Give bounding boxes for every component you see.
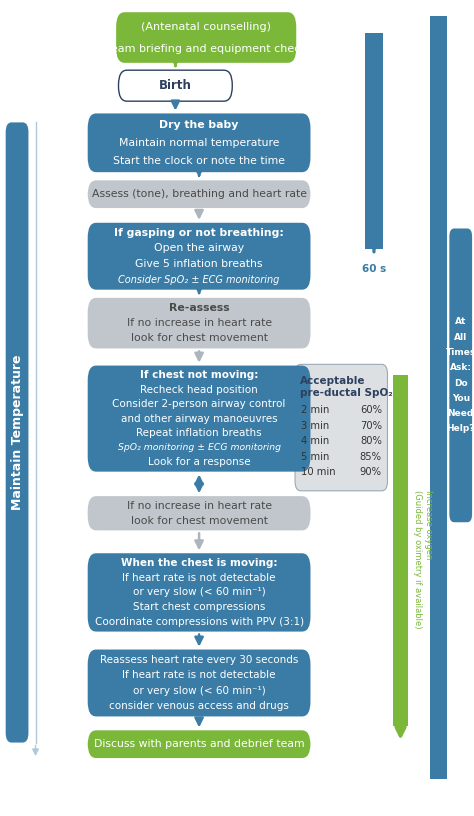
FancyBboxPatch shape: [88, 223, 310, 290]
FancyBboxPatch shape: [118, 70, 232, 101]
Text: (Antenatal counselling): (Antenatal counselling): [141, 21, 271, 32]
Text: 2 min: 2 min: [301, 405, 329, 415]
Text: 3 min: 3 min: [301, 420, 329, 431]
Text: Acceptable
pre-ductal SpO₂: Acceptable pre-ductal SpO₂: [300, 375, 392, 398]
Text: If gasping or not breathing:: If gasping or not breathing:: [114, 228, 284, 238]
Text: Give 5 inflation breaths: Give 5 inflation breaths: [136, 259, 263, 269]
FancyBboxPatch shape: [365, 33, 383, 249]
Text: or very slow (< 60 min⁻¹): or very slow (< 60 min⁻¹): [133, 685, 265, 696]
Text: or very slow (< 60 min⁻¹): or very slow (< 60 min⁻¹): [133, 588, 265, 597]
Text: look for chest movement: look for chest movement: [130, 334, 268, 344]
Text: 60%: 60%: [360, 405, 382, 415]
Text: Look for a response: Look for a response: [148, 457, 250, 468]
Text: Open the airway: Open the airway: [154, 243, 244, 254]
Text: Increase oxygen
(Guided by oximetry if available): Increase oxygen (Guided by oximetry if a…: [413, 490, 433, 628]
FancyBboxPatch shape: [449, 228, 472, 522]
Text: If chest not moving:: If chest not moving:: [140, 370, 258, 380]
Text: Coordinate compressions with PPV (3:1): Coordinate compressions with PPV (3:1): [94, 617, 304, 627]
FancyBboxPatch shape: [88, 553, 310, 632]
FancyBboxPatch shape: [393, 375, 408, 726]
FancyBboxPatch shape: [88, 180, 310, 208]
FancyBboxPatch shape: [6, 122, 28, 743]
Text: Start chest compressions: Start chest compressions: [133, 602, 265, 612]
Text: Assess (tone), breathing and heart rate: Assess (tone), breathing and heart rate: [91, 189, 307, 199]
Text: Discuss with parents and debrief team: Discuss with parents and debrief team: [94, 739, 304, 749]
Text: Birth: Birth: [159, 79, 192, 92]
Text: 10 min: 10 min: [301, 467, 336, 477]
Text: Consider 2-person airway control: Consider 2-person airway control: [112, 399, 286, 409]
Text: look for chest movement: look for chest movement: [130, 516, 268, 526]
FancyBboxPatch shape: [295, 364, 387, 491]
Text: 60 s: 60 s: [362, 264, 386, 273]
FancyBboxPatch shape: [88, 113, 310, 172]
Text: 4 min: 4 min: [301, 436, 329, 446]
Text: SpO₂ monitoring ± ECG monitoring: SpO₂ monitoring ± ECG monitoring: [118, 443, 281, 452]
Text: At
All
Times
Ask:
Do
You
Need
Help?: At All Times Ask: Do You Need Help?: [446, 317, 474, 433]
Text: If no increase in heart rate: If no increase in heart rate: [127, 318, 272, 328]
FancyBboxPatch shape: [88, 496, 310, 530]
FancyBboxPatch shape: [88, 730, 310, 758]
Text: 70%: 70%: [360, 420, 382, 431]
Text: If heart rate is not detectable: If heart rate is not detectable: [122, 670, 276, 681]
Text: Recheck head position: Recheck head position: [140, 384, 258, 395]
Text: 85%: 85%: [360, 451, 382, 462]
FancyBboxPatch shape: [88, 366, 310, 472]
FancyBboxPatch shape: [430, 16, 447, 779]
Text: 5 min: 5 min: [301, 451, 329, 462]
Text: and other airway manoeuvres: and other airway manoeuvres: [121, 414, 277, 424]
Text: If no increase in heart rate: If no increase in heart rate: [127, 501, 272, 511]
Text: Consider SpO₂ ± ECG monitoring: Consider SpO₂ ± ECG monitoring: [118, 274, 280, 285]
Text: Reassess heart rate every 30 seconds: Reassess heart rate every 30 seconds: [100, 654, 298, 665]
Text: Start the clock or note the time: Start the clock or note the time: [113, 156, 285, 166]
Text: Re-assess: Re-assess: [169, 303, 229, 313]
Text: Maintain normal temperature: Maintain normal temperature: [119, 138, 279, 148]
Text: Team briefing and equipment check: Team briefing and equipment check: [106, 43, 307, 54]
FancyBboxPatch shape: [88, 298, 310, 348]
Text: 90%: 90%: [360, 467, 382, 477]
Text: When the chest is moving:: When the chest is moving:: [121, 558, 277, 568]
FancyBboxPatch shape: [88, 650, 310, 716]
Text: Dry the baby: Dry the baby: [159, 120, 239, 130]
Text: Maintain Temperature: Maintain Temperature: [10, 355, 24, 510]
Text: If heart rate is not detectable: If heart rate is not detectable: [122, 573, 276, 583]
Text: 80%: 80%: [360, 436, 382, 446]
FancyBboxPatch shape: [116, 12, 296, 63]
Text: consider venous access and drugs: consider venous access and drugs: [109, 701, 289, 712]
Text: Repeat inflation breaths: Repeat inflation breaths: [136, 428, 262, 438]
